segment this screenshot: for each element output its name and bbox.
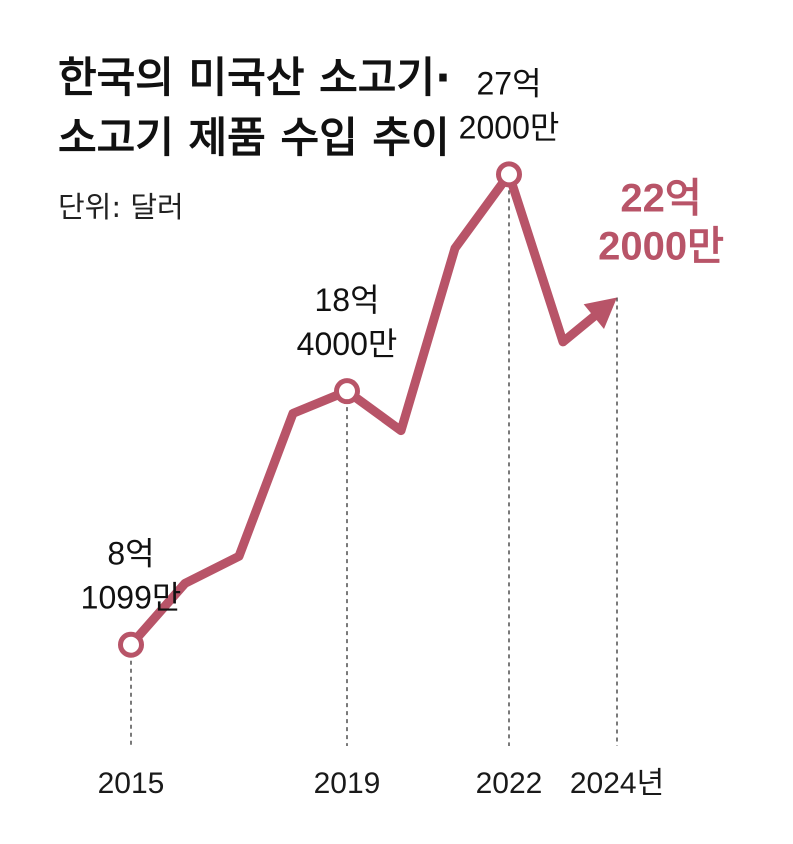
- x-tick-2022: 2022: [476, 767, 543, 800]
- unit-label: 단위: 달러: [58, 190, 184, 224]
- data-label-2019-line-2: 4000만: [297, 326, 398, 362]
- data-label-2022-line-1: 27억: [476, 65, 541, 101]
- data-label-2019-line-1: 18억: [314, 282, 379, 318]
- x-tick-2015: 2015: [98, 767, 165, 800]
- x-tick-2019: 2019: [314, 767, 381, 800]
- point-marker-2022: [496, 161, 522, 188]
- chart-title-line-1: 한국의 미국산 소고기·: [58, 53, 451, 102]
- chart-title-line-2: 소고기 제품 수입 추이: [58, 113, 450, 162]
- point-marker-2015: [118, 631, 144, 658]
- series-line: [126, 169, 602, 650]
- chart-title: 한국의 미국산 소고기· 소고기 제품 수입 추이: [58, 48, 451, 168]
- data-label-2015-line-2: 1099만: [81, 580, 182, 616]
- data-label-2024-line-1: 22억: [620, 177, 701, 221]
- point-marker-2019: [334, 378, 360, 405]
- data-label-2022-line-2: 2000만: [459, 109, 560, 145]
- series-arrowhead: [583, 297, 617, 329]
- x-tick-2024: 2024년: [570, 767, 664, 800]
- data-label-2024-line-2: 2000만: [598, 225, 724, 269]
- data-label-2015-line-1: 8억: [107, 536, 154, 572]
